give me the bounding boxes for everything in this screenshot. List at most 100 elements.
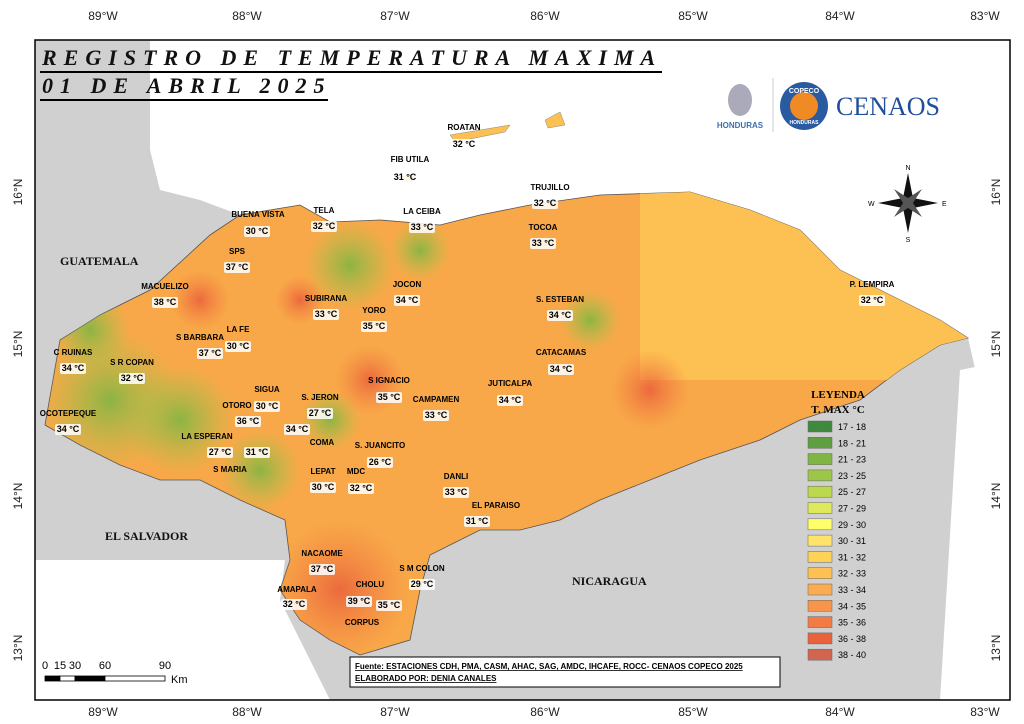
- station-name: S. JERON: [301, 393, 339, 402]
- lon-tick-label: 83°W: [970, 705, 1000, 719]
- station-value: 37 °C: [199, 348, 222, 358]
- country-label: EL SALVADOR: [105, 529, 188, 543]
- station-value: 33 °C: [532, 238, 555, 248]
- station-name: ROATAN: [447, 123, 480, 132]
- legend-label: 27 - 29: [838, 504, 866, 514]
- station-name: MDC: [347, 467, 365, 476]
- station-value: 34 °C: [62, 363, 85, 373]
- station-value: 38 °C: [154, 297, 177, 307]
- legend-subtitle: T. MAX °C: [811, 404, 864, 416]
- legend-swatch: [807, 485, 833, 498]
- credit: ELABORADO POR: DENIA CANALES: [355, 674, 497, 683]
- station-value-bg: [409, 579, 435, 590]
- country-label: GUATEMALA: [60, 254, 139, 268]
- legend-label: 38 - 40: [838, 650, 866, 660]
- legend-swatch: [807, 502, 833, 514]
- copeco-core: [790, 92, 818, 120]
- station-value: 30 °C: [246, 226, 269, 236]
- lon-tick-label: 89°W: [88, 705, 118, 719]
- lon-tick-label: 83°W: [970, 9, 1000, 23]
- station-name: YORO: [362, 306, 386, 315]
- station-value-bg: [244, 226, 270, 237]
- station-value-bg: [548, 364, 574, 375]
- station-name: C RUINAS: [54, 348, 93, 357]
- legend-swatch: [807, 567, 833, 579]
- legend-label: 25 - 27: [838, 487, 866, 497]
- lat-tick-label: 14°N: [11, 483, 25, 510]
- lon-tick-label: 84°W: [825, 9, 855, 23]
- legend-swatch: [807, 583, 833, 596]
- lon-tick-label: 87°W: [380, 9, 410, 23]
- lon-tick-label: 86°W: [530, 9, 560, 23]
- compass-s: S: [906, 237, 911, 244]
- station-value: 27 °C: [309, 408, 332, 418]
- legend-label: 21 - 23: [838, 455, 866, 465]
- legend-swatch: [807, 518, 833, 531]
- legend-label: 18 - 21: [838, 438, 866, 448]
- station-value-bg: [443, 487, 469, 498]
- station-value-bg: [55, 424, 81, 435]
- station-value: 30 °C: [227, 341, 250, 351]
- lon-tick-label: 89°W: [88, 9, 118, 23]
- station-name: LA CEIBA: [403, 207, 441, 216]
- frame: [34, 39, 1011, 701]
- station-value: 32 °C: [313, 221, 336, 231]
- station-value: 26 °C: [369, 457, 392, 467]
- station-value: 32 °C: [283, 599, 306, 609]
- scale-label: 30: [69, 660, 81, 672]
- station-name: S IGNACIO: [368, 376, 410, 385]
- station-value: 27 °C: [209, 447, 232, 457]
- station-value-bg: [376, 392, 402, 403]
- station-value-bg: [859, 295, 885, 306]
- station-name: S BARBARA: [176, 333, 224, 342]
- source-box: [349, 656, 781, 688]
- station-name: TRUJILLO: [530, 183, 569, 192]
- station-name: LEPAT: [310, 467, 335, 476]
- station-value-bg: [152, 297, 178, 308]
- compass-w: W: [868, 201, 875, 208]
- station-value-bg: [361, 321, 387, 332]
- station-name: S. JUANCITO: [355, 441, 406, 450]
- legend-label: 29 - 30: [838, 520, 866, 530]
- sea-east: [940, 360, 1010, 700]
- source: Fuente: ESTACIONES CDH, PMA, CASM, AHAC,…: [355, 662, 743, 671]
- station-value: 34 °C: [549, 310, 572, 320]
- scale-label: 60: [99, 660, 111, 672]
- date: 01 DE ABRIL 2025: [42, 73, 331, 98]
- lat-tick-label: 16°N: [989, 179, 1003, 206]
- station-value-bg: [423, 410, 449, 421]
- station-value: 33 °C: [315, 309, 338, 319]
- legend-swatch: [807, 616, 833, 628]
- station-name: AMAPALA: [277, 585, 317, 594]
- station-value-bg: [311, 221, 337, 232]
- station-name: CORPUS: [345, 618, 380, 627]
- station-name: LA ESPERAN: [181, 432, 232, 441]
- station-value: 34 °C: [57, 424, 80, 434]
- station-value-bg: [119, 373, 145, 384]
- lon-tick-label: 85°W: [678, 9, 708, 23]
- lat-tick-label: 14°N: [989, 483, 1003, 510]
- lat-tick-label: 13°N: [989, 635, 1003, 662]
- station-value: 31 °C: [246, 447, 269, 457]
- station-value: 34 °C: [550, 364, 573, 374]
- station-value-bg: [367, 457, 393, 468]
- lon-tick-label: 84°W: [825, 705, 855, 719]
- coat-of-arms: [728, 84, 752, 116]
- compass-e: E: [942, 201, 947, 208]
- station-value: 33 °C: [425, 410, 448, 420]
- station-value-bg: [497, 395, 523, 406]
- lon-tick-label: 88°W: [232, 9, 262, 23]
- station-name: SIGUA: [254, 385, 280, 394]
- station-name: P. LEMPIRA: [850, 280, 895, 289]
- station-name: CHOLU: [356, 580, 385, 589]
- station-value: 33 °C: [411, 222, 434, 232]
- station-value-bg: [225, 341, 251, 352]
- legend-label: 31 - 32: [838, 552, 866, 562]
- scale-label: 90: [159, 660, 171, 672]
- scale-segment: [74, 675, 106, 682]
- station-value: 34 °C: [396, 295, 419, 305]
- station-name: OTORO: [222, 401, 251, 410]
- station-name: BUENA VISTA: [231, 210, 285, 219]
- station-name: SUBIRANA: [305, 294, 347, 303]
